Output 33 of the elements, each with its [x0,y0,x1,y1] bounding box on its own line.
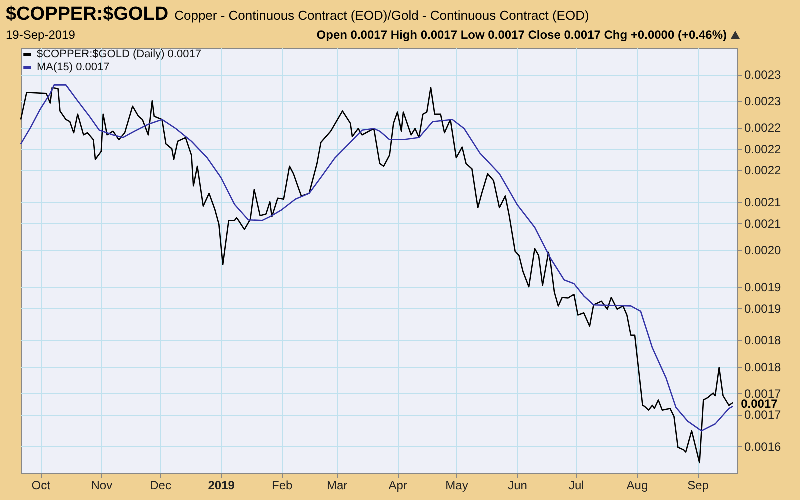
legend-label: $COPPER:$GOLD (Daily) 0.0017 [37,48,202,60]
chart-subtitle: Copper - Continuous Contract (EOD)/Gold - Continuous Contract (EOD) [174,8,590,23]
y-tick-label: 0.0022 [744,164,782,178]
x-tick-label: May [446,478,468,492]
x-tick-label: 2019 [208,478,236,492]
legend-label: MA(15) 0.0017 [37,62,110,74]
y-tick-label: 0.0023 [744,68,782,82]
x-tick-label: Mar [326,478,348,492]
text: Open 0.0017 High 0.0017 Low 0.0017 Close 0.0017 Chg +0.0000 (+0.46%) [316,28,727,42]
x-tick-label: Nov [91,478,113,492]
x-tick-label: Apr [388,478,408,492]
x-tick-label: Feb [272,478,294,492]
y-tick-label: 0.0018 [744,334,782,348]
x-tick-label: Aug [626,478,648,492]
chart-title: $COPPER:$GOLD [6,4,169,25]
x-tick-label: Jul [568,478,584,492]
y-tick-label: 0.0022 [744,142,782,156]
y-tick-label: 0.0022 [744,121,782,136]
x-tick-label: Dec [150,478,172,492]
y-tick-label: 0.0017 [744,386,782,401]
y-tick-label: 0.0021 [744,216,782,231]
y-tick-label: 0.0018 [744,360,782,374]
x-tick-label: Jun [508,478,528,492]
x-tick-label: Sep [688,478,710,492]
y-tick-label: 0.0020 [744,243,782,258]
y-tick-label: 0.0017 [744,408,782,422]
text: 19-Sep-2019 [6,28,76,42]
y-tick-label: 0.0023 [744,94,782,109]
y-tick-label: 0.0019 [744,302,782,316]
y-tick-label: 0.0016 [744,440,782,454]
x-tick-label: Oct [32,478,52,492]
y-tick-label: 0.0021 [744,196,782,210]
y-tick-label: 0.0019 [744,280,782,295]
